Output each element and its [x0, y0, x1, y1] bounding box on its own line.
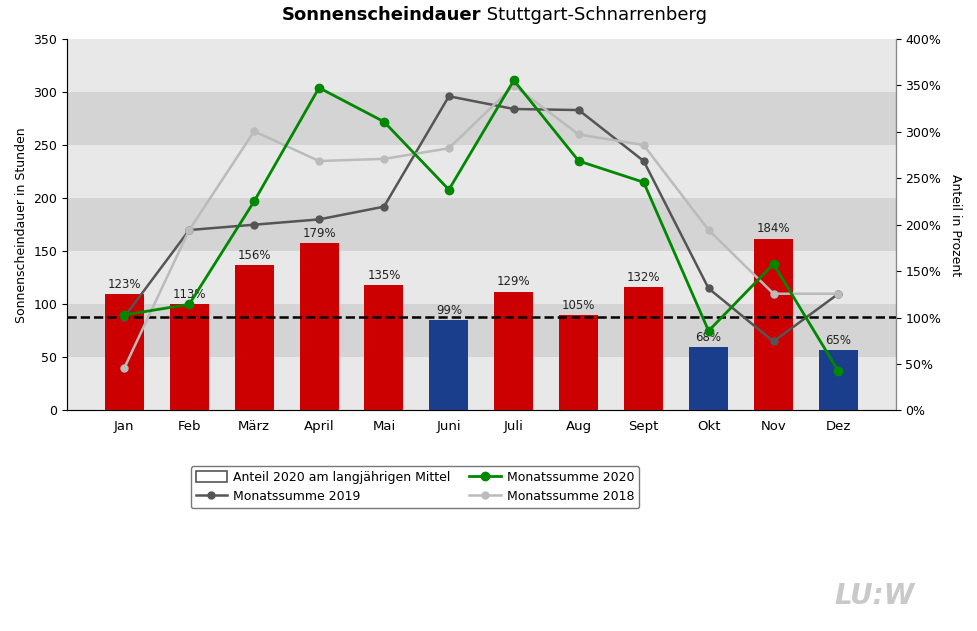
- Text: 113%: 113%: [173, 288, 206, 301]
- Text: 135%: 135%: [367, 269, 401, 282]
- Text: 105%: 105%: [562, 298, 595, 312]
- Bar: [67, 304, 896, 357]
- Bar: [494, 292, 533, 411]
- Text: 99%: 99%: [436, 304, 462, 317]
- Bar: [364, 285, 404, 411]
- Text: 184%: 184%: [757, 222, 790, 235]
- Bar: [170, 304, 209, 411]
- Bar: [234, 265, 274, 411]
- Legend: Anteil 2020 am langjährigen Mittel, Monatssumme 2019, Monatssumme 2020, Monatssu: Anteil 2020 am langjährigen Mittel, Mona…: [191, 466, 639, 509]
- Bar: [819, 350, 858, 411]
- Bar: [689, 347, 728, 411]
- Bar: [67, 357, 896, 411]
- Bar: [624, 287, 663, 411]
- Bar: [300, 243, 339, 411]
- Text: 132%: 132%: [627, 271, 660, 284]
- Text: Sonnenscheindauer: Sonnenscheindauer: [281, 6, 482, 24]
- Bar: [754, 239, 793, 411]
- Text: 179%: 179%: [302, 227, 336, 240]
- Text: 123%: 123%: [107, 278, 141, 290]
- Text: Stuttgart-Schnarrenberg: Stuttgart-Schnarrenberg: [482, 6, 707, 24]
- Bar: [67, 251, 896, 304]
- Bar: [67, 39, 896, 92]
- Bar: [67, 92, 896, 145]
- Bar: [105, 293, 144, 411]
- Bar: [67, 198, 896, 251]
- Text: 129%: 129%: [497, 275, 531, 288]
- Text: 68%: 68%: [696, 331, 722, 344]
- Y-axis label: Sonnenscheindauer in Stunden: Sonnenscheindauer in Stunden: [15, 127, 28, 322]
- Text: 156%: 156%: [237, 249, 271, 262]
- Bar: [67, 145, 896, 198]
- Text: LU:W: LU:W: [834, 582, 914, 610]
- Y-axis label: Anteil in Prozent: Anteil in Prozent: [949, 174, 962, 276]
- Bar: [430, 321, 468, 411]
- Text: 65%: 65%: [826, 334, 851, 347]
- Bar: [559, 315, 598, 411]
